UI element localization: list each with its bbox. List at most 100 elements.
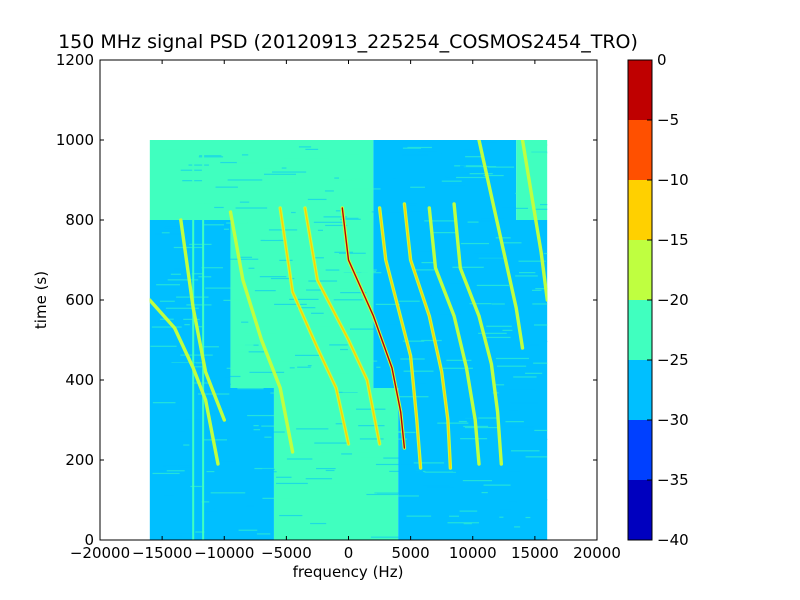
chart-title: 150 MHz signal PSD (20120913_225254_COSM… <box>58 31 638 53</box>
heatmap-speckle <box>458 420 467 423</box>
heatmap-speckle <box>398 157 405 159</box>
heatmap-speckle <box>329 344 348 346</box>
heatmap-speckle <box>201 267 223 269</box>
heatmap-speckle <box>258 413 272 416</box>
heatmap-speckle <box>406 203 417 206</box>
heatmap-speckle <box>323 216 348 218</box>
heatmap-speckle <box>462 479 493 482</box>
signal-trace-1 <box>180 219 225 421</box>
heatmap-speckle <box>290 352 298 354</box>
heatmap-speckle <box>465 156 482 158</box>
heatmap-speckle <box>307 198 327 201</box>
heatmap-speckle <box>471 142 498 144</box>
heatmap-speckle <box>286 249 294 251</box>
colorbar: 0 −5 −10 −15 −20 −25 −30 −35 −40 <box>627 51 689 549</box>
heatmap-speckle <box>335 210 341 212</box>
heatmap-speckle <box>154 233 184 235</box>
heatmap-speckle <box>459 510 478 512</box>
heatmap-speckle <box>540 203 548 206</box>
heatmap-speckle <box>467 221 479 223</box>
heatmap-speckle <box>286 458 313 460</box>
heatmap-speckle <box>392 177 397 179</box>
heatmap-speckle <box>177 355 203 358</box>
heatmap-speckle <box>261 425 278 427</box>
heatmap-speckle <box>531 438 548 441</box>
heatmap-speckle <box>279 269 287 271</box>
heatmap-speckle <box>518 260 546 262</box>
heatmap-speckle <box>159 242 183 245</box>
heatmap-speckle <box>264 436 272 438</box>
heatmap-speckle <box>388 324 401 326</box>
heatmap-speckle <box>534 429 548 432</box>
heatmap-speckle <box>427 294 433 296</box>
heatmap-speckle <box>510 402 539 404</box>
heatmap-speckle <box>294 354 321 356</box>
heatmap-speckle <box>325 503 338 505</box>
heatmap-speckle <box>279 259 293 261</box>
heatmap-speckle <box>454 165 483 167</box>
heatmap-speckle <box>321 206 332 208</box>
heatmap-speckle <box>265 360 291 362</box>
heatmap-speckle <box>449 515 459 517</box>
heatmap-speckle <box>269 471 277 473</box>
heatmap-speckle <box>224 375 241 378</box>
heatmap-speckle <box>518 234 540 236</box>
heatmap-speckle <box>228 258 259 260</box>
heatmap-speckle <box>208 461 237 463</box>
heatmap-speckle <box>254 290 276 292</box>
heatmap-speckle <box>371 211 404 213</box>
heatmap-speckle <box>297 506 304 508</box>
heatmap-speckle <box>455 417 479 419</box>
heatmap-speckle <box>160 450 195 452</box>
heatmap-speckle <box>305 478 333 480</box>
heatmap-speckle <box>333 299 363 301</box>
heatmap-speckle <box>286 520 317 522</box>
heatmap-speckle <box>447 522 480 524</box>
heatmap-speckle <box>327 400 341 402</box>
heatmap-speckle <box>460 242 490 245</box>
heatmap-speckle <box>267 234 277 236</box>
heatmap-speckle <box>505 421 524 423</box>
heatmap-speckle <box>289 235 314 237</box>
heatmap-speckle <box>210 492 246 494</box>
heatmap-speckle <box>375 303 400 305</box>
heatmap-speckle <box>246 505 265 507</box>
heatmap-speckle <box>162 362 196 364</box>
heatmap-speckle <box>476 424 504 426</box>
y-tick-label: 1000 <box>56 131 94 149</box>
heatmap-speckle <box>384 438 408 440</box>
heatmap-speckle <box>198 276 212 278</box>
heatmap-speckle <box>519 272 536 274</box>
heatmap-speckle <box>320 450 331 453</box>
heatmap-speckle <box>531 151 548 153</box>
heatmap-speckle <box>322 482 341 484</box>
heatmap-speckle <box>502 329 513 331</box>
colorbar-level-7 <box>628 60 652 120</box>
heatmap-speckle <box>465 417 498 419</box>
heatmap-speckle <box>445 175 451 178</box>
heatmap-speckle <box>158 470 164 472</box>
heatmap-speckle <box>162 465 196 467</box>
heatmap-speckle <box>340 292 367 294</box>
colorbar-level-6 <box>628 120 652 180</box>
heatmap-speckle <box>286 442 306 444</box>
heatmap-speckle <box>238 529 258 531</box>
heatmap-speckle <box>463 523 472 525</box>
heatmap-speckle <box>166 470 185 472</box>
heatmap-speckle <box>346 198 361 200</box>
y-tick-label: 600 <box>65 291 94 309</box>
heatmap-speckle <box>161 232 170 234</box>
heatmap-speckle <box>336 495 364 497</box>
heatmap-speckle <box>220 161 237 164</box>
heatmap-speckle <box>206 470 215 473</box>
colorbar-tick-label: −5 <box>657 111 679 129</box>
heatmap-speckle <box>398 300 420 302</box>
heatmap-speckle <box>298 146 312 148</box>
heatmap-speckle <box>247 414 275 417</box>
heatmap-speckle <box>297 366 311 368</box>
heatmap-speckle <box>175 535 183 537</box>
heatmap-speckle <box>297 307 316 309</box>
heatmap-speckle <box>152 402 176 404</box>
heatmap-speckle <box>395 431 416 434</box>
